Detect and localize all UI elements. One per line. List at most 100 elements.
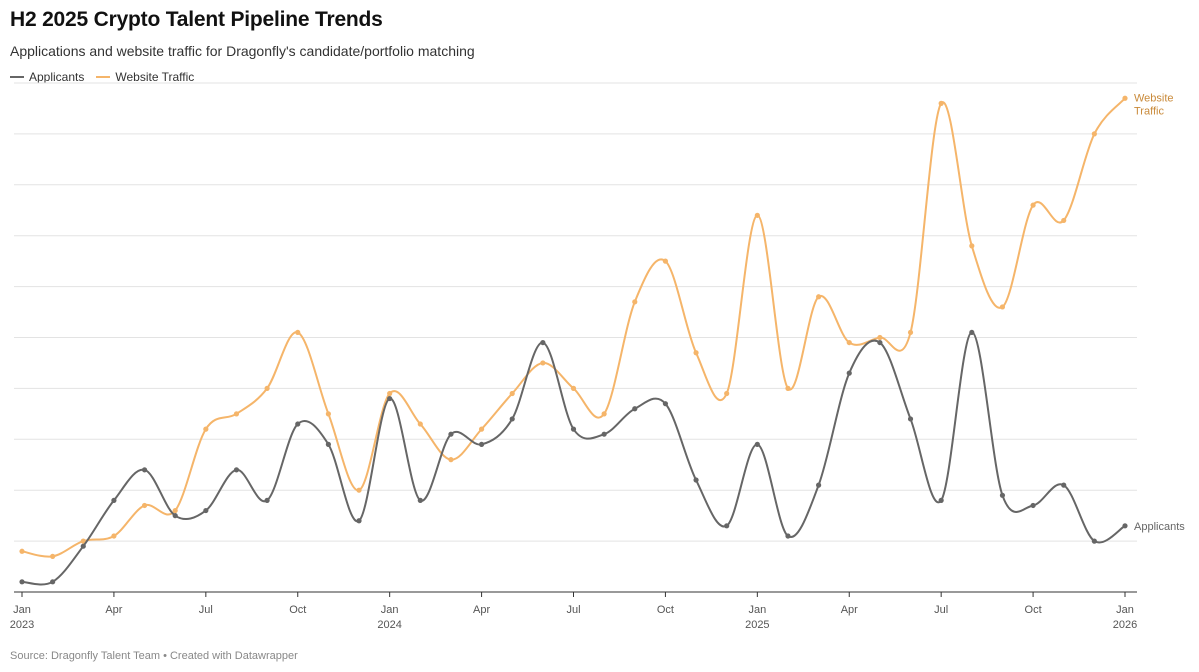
data-point-website-traffic xyxy=(1091,131,1097,137)
data-point-applicants xyxy=(632,406,638,412)
data-point-website-traffic xyxy=(907,329,914,336)
data-point-applicants xyxy=(264,497,270,503)
data-point-website-traffic xyxy=(448,457,454,463)
data-point-applicants xyxy=(295,421,301,427)
data-point-website-traffic xyxy=(203,426,209,432)
legend-swatch-website-traffic xyxy=(96,76,111,78)
data-point-website-traffic xyxy=(662,258,669,264)
x-tick-label: Jan xyxy=(381,604,399,616)
data-point-website-traffic xyxy=(509,390,515,397)
end-label-applicants: Applicants xyxy=(1134,521,1185,533)
series-line-applicants xyxy=(21,331,1126,586)
x-tick-label: Jul xyxy=(934,604,948,616)
data-point-website-traffic xyxy=(540,360,546,366)
x-tick-label: Apr xyxy=(105,604,122,616)
data-point-applicants xyxy=(969,329,975,336)
data-point-applicants xyxy=(172,513,178,519)
legend-label-applicants: Applicants xyxy=(29,70,85,84)
x-tick-label: Jan xyxy=(748,604,766,616)
data-point-website-traffic xyxy=(295,329,301,336)
x-tick-year-label: 2023 xyxy=(10,619,34,631)
data-point-website-traffic xyxy=(846,339,852,346)
data-point-applicants xyxy=(325,441,331,447)
data-point-website-traffic xyxy=(724,390,730,397)
end-label-website-traffic: Website Traffic xyxy=(1134,92,1174,117)
data-point-applicants xyxy=(141,467,148,473)
data-point-applicants xyxy=(387,395,393,402)
data-point-applicants xyxy=(417,497,423,503)
legend-item-applicants: Applicants xyxy=(10,70,84,84)
data-point-website-traffic xyxy=(80,538,86,544)
data-point-applicants xyxy=(877,339,883,346)
x-tick-year-label: 2026 xyxy=(1113,619,1137,631)
data-point-applicants xyxy=(509,416,515,422)
data-point-applicants xyxy=(846,370,852,376)
x-tick-label: Jan xyxy=(1116,604,1134,616)
legend-label-website-traffic: Website Traffic xyxy=(115,70,195,84)
data-point-website-traffic xyxy=(19,548,25,554)
legend-swatch-applicants xyxy=(10,76,24,78)
data-point-website-traffic xyxy=(141,502,148,509)
data-point-website-traffic xyxy=(877,334,883,341)
data-point-website-traffic xyxy=(999,304,1006,310)
data-point-website-traffic xyxy=(111,533,117,539)
data-point-website-traffic xyxy=(570,385,577,391)
x-tick-label: Jan xyxy=(13,604,31,616)
x-tick-year-label: 2025 xyxy=(745,619,769,631)
data-point-applicants xyxy=(448,431,454,437)
data-point-applicants xyxy=(724,523,730,529)
x-tick-label: Jul xyxy=(199,604,213,616)
data-point-website-traffic xyxy=(1061,217,1067,224)
data-point-website-traffic xyxy=(632,299,638,305)
data-point-applicants xyxy=(80,543,86,549)
data-point-applicants xyxy=(1122,523,1128,529)
source-note: Source: Dragonfly Talent Team • Created … xyxy=(10,650,298,662)
data-point-applicants xyxy=(816,482,822,488)
end-label-line: Traffic xyxy=(1134,105,1164,117)
chart-title: H2 2025 Crypto Talent Pipeline Trends xyxy=(10,8,383,31)
data-point-applicants xyxy=(50,579,56,585)
data-point-website-traffic xyxy=(233,411,240,417)
data-point-website-traffic xyxy=(417,421,423,427)
data-point-applicants xyxy=(785,533,791,539)
data-point-website-traffic xyxy=(325,411,331,417)
data-point-applicants xyxy=(540,339,546,346)
data-point-website-traffic xyxy=(1122,95,1128,101)
data-point-applicants xyxy=(999,492,1006,498)
data-point-applicants xyxy=(693,477,699,483)
legend: Applicants Website Traffic xyxy=(10,70,206,84)
data-point-website-traffic xyxy=(356,487,362,493)
data-point-applicants xyxy=(1091,538,1097,544)
x-tick-label: Oct xyxy=(1025,604,1042,616)
chart-subtitle: Applications and website traffic for Dra… xyxy=(10,43,475,59)
legend-item-website-traffic: Website Traffic xyxy=(96,70,194,84)
x-tick-label: Apr xyxy=(473,604,490,616)
data-point-website-traffic xyxy=(1030,202,1036,208)
data-point-website-traffic xyxy=(785,385,791,391)
data-point-website-traffic xyxy=(478,426,485,432)
data-point-website-traffic xyxy=(816,294,822,300)
data-point-applicants xyxy=(111,497,117,503)
data-point-applicants xyxy=(938,497,944,503)
x-tick-year-label: 2024 xyxy=(377,619,401,631)
data-point-applicants xyxy=(19,579,25,585)
data-point-website-traffic xyxy=(754,212,760,218)
x-tick-label: Oct xyxy=(657,604,674,616)
data-point-applicants xyxy=(907,416,914,422)
data-point-website-traffic xyxy=(387,390,393,397)
data-point-applicants xyxy=(1030,502,1036,509)
data-point-website-traffic xyxy=(969,243,975,249)
data-point-applicants xyxy=(570,426,577,432)
data-point-applicants xyxy=(754,441,760,447)
data-point-website-traffic xyxy=(938,100,944,106)
data-point-website-traffic xyxy=(264,385,270,391)
data-point-website-traffic xyxy=(601,411,607,417)
data-point-website-traffic xyxy=(172,507,178,514)
data-point-applicants xyxy=(203,507,209,514)
data-point-applicants xyxy=(1061,482,1067,488)
data-point-website-traffic xyxy=(693,350,699,356)
data-point-applicants xyxy=(478,441,485,447)
data-point-applicants xyxy=(233,467,240,473)
data-point-website-traffic xyxy=(50,553,56,559)
